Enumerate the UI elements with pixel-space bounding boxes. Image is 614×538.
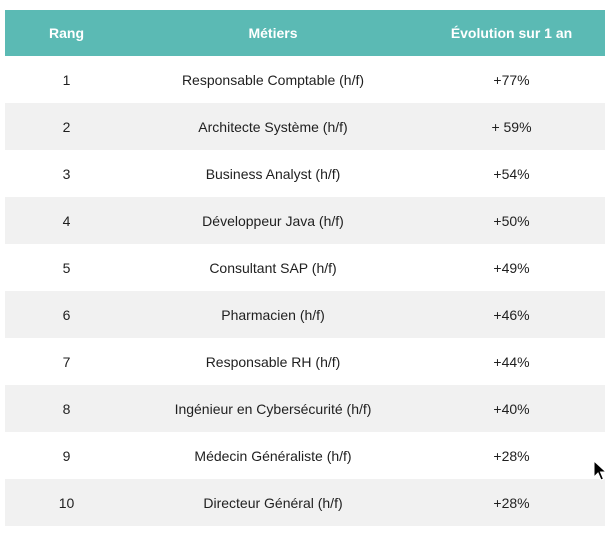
rank-cell: 9 xyxy=(62,447,71,464)
job-cell: Business Analyst (h/f) xyxy=(205,165,341,182)
evolution-cell: +46% xyxy=(493,306,530,323)
rank-cell: 4 xyxy=(62,212,71,229)
evolution-cell: +77% xyxy=(493,71,530,88)
table-row: 5 Consultant SAP (h/f) +49% xyxy=(5,244,605,291)
job-cell: Développeur Java (h/f) xyxy=(202,212,344,229)
table-header: Rang Métiers Évolution sur 1 an xyxy=(5,10,605,56)
header-evolution: Évolution sur 1 an xyxy=(450,25,573,41)
evolution-cell: +40% xyxy=(493,400,530,417)
evolution-cell: + 59% xyxy=(491,118,532,135)
evolution-cell: +44% xyxy=(493,353,530,370)
job-cell: Médecin Généraliste (h/f) xyxy=(194,447,352,464)
job-cell: Directeur Général (h/f) xyxy=(203,494,343,511)
job-cell: Pharmacien (h/f) xyxy=(221,306,325,323)
rank-cell: 1 xyxy=(62,71,71,88)
evolution-cell: +28% xyxy=(493,447,530,464)
rank-cell: 8 xyxy=(62,400,71,417)
table-row: 10 Directeur Général (h/f) +28% xyxy=(5,479,605,526)
table-row: 3 Business Analyst (h/f) +54% xyxy=(5,150,605,197)
job-cell: Responsable Comptable (h/f) xyxy=(181,71,365,88)
table-row: 7 Responsable RH (h/f) +44% xyxy=(5,338,605,385)
job-cell: Responsable RH (h/f) xyxy=(205,353,341,370)
table-row: 6 Pharmacien (h/f) +46% xyxy=(5,291,605,338)
table-row: 9 Médecin Généraliste (h/f) +28% xyxy=(5,432,605,479)
ranking-table: Rang Métiers Évolution sur 1 an 1 Respon… xyxy=(5,10,605,526)
table-row: 2 Architecte Système (h/f) + 59% xyxy=(5,103,605,150)
evolution-cell: +49% xyxy=(493,259,530,276)
rank-cell: 7 xyxy=(62,353,71,370)
rank-cell: 10 xyxy=(58,494,75,511)
table-row: 4 Développeur Java (h/f) +50% xyxy=(5,197,605,244)
evolution-cell: +54% xyxy=(493,165,530,182)
rank-cell: 2 xyxy=(62,118,71,135)
header-job: Métiers xyxy=(248,25,298,41)
job-cell: Consultant SAP (h/f) xyxy=(209,259,337,276)
job-cell: Ingénieur en Cybersécurité (h/f) xyxy=(174,400,372,417)
evolution-cell: +28% xyxy=(493,494,530,511)
header-rank: Rang xyxy=(49,25,84,41)
rank-cell: 5 xyxy=(62,259,71,276)
rank-cell: 6 xyxy=(62,306,71,323)
job-cell: Architecte Système (h/f) xyxy=(198,118,348,135)
table-row: 1 Responsable Comptable (h/f) +77% xyxy=(5,56,605,103)
mouse-pointer-icon xyxy=(593,460,607,481)
table-row: 8 Ingénieur en Cybersécurité (h/f) +40% xyxy=(5,385,605,432)
rank-cell: 3 xyxy=(62,165,71,182)
evolution-cell: +50% xyxy=(493,212,530,229)
